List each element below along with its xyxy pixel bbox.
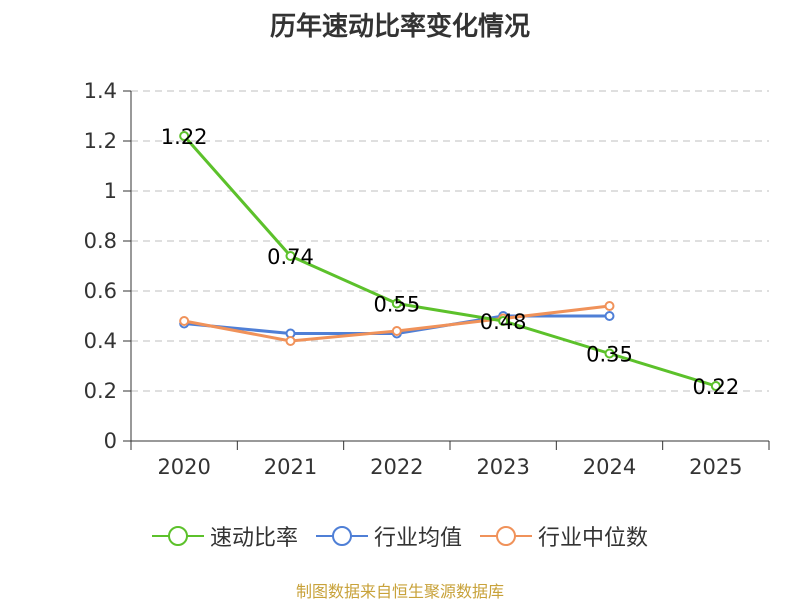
- legend-marker-industry-mean: [315, 526, 368, 546]
- legend-label-quick-ratio: 速动比率: [209, 526, 298, 551]
- series-lines: [179, 131, 721, 391]
- data-point: [179, 131, 190, 141]
- data-point: [179, 316, 190, 326]
- legend-item-industry-median[interactable]: 行业中位数: [480, 520, 648, 552]
- legend-marker-industry-median: [480, 526, 532, 546]
- y-tick-label: 0.4: [84, 329, 117, 353]
- x-tick-label: 2025: [689, 455, 742, 479]
- data-point: [391, 298, 402, 309]
- x-tick-label: 2021: [264, 455, 317, 479]
- data-labels: 1.22 0.74 0.55 0.48 0.35 0.22: [161, 125, 739, 399]
- y-tick-label: 0: [104, 429, 117, 453]
- axes: 0 0.2 0.4 0.6 0.8 1 1.2 1.4 2020 2021 2022 2023 2024…: [84, 79, 770, 479]
- data-label: 0.35: [586, 343, 633, 367]
- data-point: [285, 336, 296, 346]
- data-label: 0.22: [692, 375, 739, 399]
- legend-label-industry-mean: 行业均值: [373, 526, 462, 551]
- grid-lines: [131, 90, 769, 392]
- y-tick-label: 1.4: [84, 79, 117, 103]
- data-point: [604, 311, 615, 321]
- series-line: [183, 135, 717, 388]
- legend-item-industry-mean[interactable]: 行业均值: [315, 520, 462, 552]
- y-tick-label: 0.6: [84, 279, 117, 303]
- y-tick-label: 0.2: [84, 379, 117, 403]
- x-tick-label: 2024: [583, 455, 636, 479]
- data-source-note: 制图数据来自恒生聚源数据库: [295, 582, 504, 601]
- chart-title: 历年速动比率变化情况: [269, 12, 530, 42]
- data-label: 0.74: [267, 245, 314, 269]
- y-tick-label: 0.8: [84, 229, 117, 253]
- data-label: 0.48: [480, 310, 527, 334]
- y-tick-label: 1: [104, 179, 117, 203]
- x-tick-label: 2023: [476, 455, 529, 479]
- legend-marker-quick-ratio: [151, 526, 204, 546]
- data-point: [391, 326, 402, 336]
- data-point: [710, 381, 721, 391]
- x-tick-label: 2022: [370, 455, 423, 479]
- data-point: [285, 251, 296, 261]
- data-point: [604, 348, 615, 359]
- legend-label-industry-median: 行业中位数: [538, 526, 649, 551]
- data-label: 0.55: [373, 293, 420, 317]
- data-point: [604, 301, 615, 311]
- data-label: 1.22: [161, 125, 208, 149]
- legend-item-quick-ratio[interactable]: 速动比率: [151, 520, 298, 552]
- data-point: [498, 316, 509, 326]
- x-tick-label: 2020: [157, 455, 210, 479]
- legend: 速动比率 行业均值 行业中位数: [0, 520, 800, 552]
- y-tick-label: 1.2: [84, 129, 117, 153]
